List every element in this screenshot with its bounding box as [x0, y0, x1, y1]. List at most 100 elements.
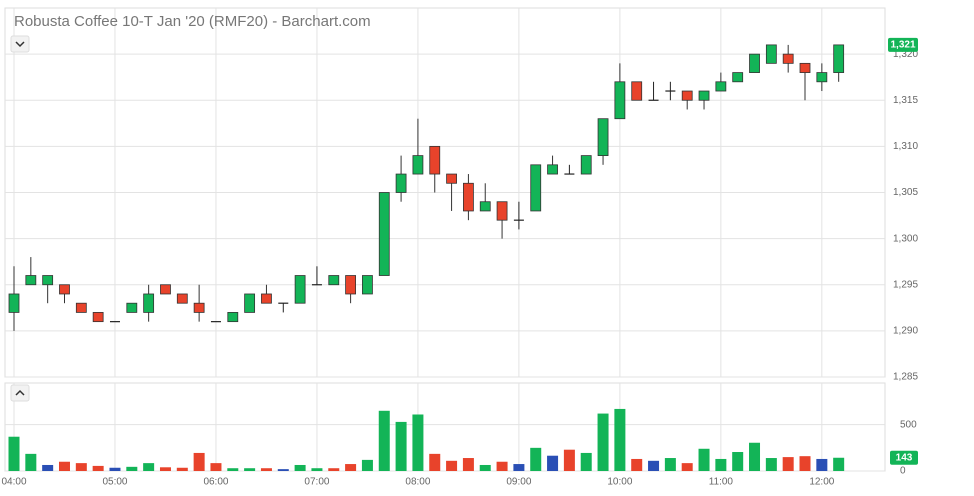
candle-body: [799, 62, 811, 73]
candle-body: [547, 164, 558, 175]
x-tick-label: 12:00: [809, 477, 834, 488]
candle-body: [378, 192, 390, 276]
y-tick-label: 1,285: [893, 372, 918, 383]
volume-bar: [159, 467, 171, 471]
y-tick-label: 1,320: [893, 49, 918, 60]
candle-body: [463, 182, 474, 212]
candle-body: [345, 275, 357, 295]
x-tick-label: 09:00: [506, 477, 531, 488]
x-tick-label: 04:00: [1, 477, 26, 488]
volume-bar: [648, 460, 660, 471]
volume-bar: [513, 464, 525, 471]
x-tick-label: 06:00: [203, 477, 228, 488]
volume-bar: [429, 453, 441, 471]
volume-bar: [816, 458, 828, 471]
candle-body: [59, 284, 70, 295]
volume-bar: [8, 436, 20, 471]
candle-body: [816, 72, 828, 83]
candle-body: [328, 275, 340, 286]
volume-bar: [345, 464, 357, 471]
volume-bar: [277, 469, 289, 471]
last-volume-badge: [890, 450, 918, 465]
candle-body: [530, 164, 542, 212]
volume-bar: [92, 465, 104, 471]
y-tick-label: 1,295: [893, 279, 918, 290]
volume-bar: [496, 461, 508, 471]
volume-bar: [715, 458, 727, 471]
volume-bar: [446, 460, 458, 471]
candle-body: [193, 302, 205, 313]
volume-bar: [749, 442, 761, 471]
volume-bar: [58, 461, 70, 471]
volume-bar: [631, 458, 643, 471]
volume-bar: [75, 463, 87, 471]
volume-bar: [109, 467, 121, 471]
last-volume-label: 143: [896, 452, 913, 463]
candle-body: [143, 293, 155, 313]
volume-bar: [412, 414, 424, 471]
collapse-button[interactable]: [10, 35, 30, 53]
volume-tick-label: 0: [900, 466, 906, 477]
volume-bar: [547, 455, 559, 471]
volume-bar: [227, 468, 239, 471]
volume-bar: [25, 453, 37, 471]
volume-bar: [782, 457, 794, 471]
volume-bar: [530, 447, 542, 471]
x-tick-label: 07:00: [304, 477, 329, 488]
candle-body: [294, 275, 306, 304]
candle-body: [75, 302, 87, 313]
volume-bar: [563, 449, 575, 471]
volume-bar: [664, 458, 676, 471]
volume-bar: [176, 467, 188, 471]
volume-tick-label: 500: [900, 419, 917, 430]
volume-bar: [193, 452, 205, 471]
candle-body: [833, 44, 845, 73]
volume-bar: [361, 459, 373, 471]
candle-body: [765, 44, 777, 64]
candle-body: [261, 293, 272, 304]
volume-bar: [311, 468, 323, 471]
volume-bar: [328, 468, 340, 471]
volume-bar: [597, 413, 609, 471]
volume-bar: [479, 464, 491, 471]
candle-body: [160, 284, 171, 295]
volume-bar: [732, 452, 744, 471]
x-tick-label: 05:00: [102, 477, 127, 488]
candle-body: [681, 90, 693, 101]
candle-body: [732, 72, 744, 83]
volume-bar: [244, 468, 256, 471]
candle-body: [614, 81, 626, 120]
volume-bar: [143, 463, 155, 471]
volume-bar: [614, 408, 626, 471]
candle-body: [749, 53, 760, 73]
volume-bar: [462, 458, 474, 471]
x-tick-label: 10:00: [607, 477, 632, 488]
candle-body: [715, 81, 727, 92]
volume-bar: [294, 464, 306, 471]
y-tick-label: 1,300: [893, 233, 918, 244]
volume-bar: [210, 463, 222, 471]
candle-body: [8, 293, 20, 313]
chart-title: Robusta Coffee 10-T Jan '20 (RMF20) - Ba…: [14, 13, 371, 30]
candle-body: [479, 201, 491, 212]
volume-bar: [681, 463, 693, 471]
candle-body: [227, 312, 239, 323]
candle-body: [92, 312, 104, 323]
volume-bar: [580, 452, 592, 471]
volume-bar: [126, 466, 138, 471]
candle-body: [25, 275, 37, 286]
y-tick-label: 1,315: [893, 95, 918, 106]
volume-bar: [42, 464, 54, 471]
candle-body: [580, 155, 592, 175]
last-price-label: 1,321: [890, 40, 915, 51]
candle-body: [446, 173, 457, 184]
candle-body: [395, 173, 407, 193]
y-tick-label: 1,310: [893, 141, 918, 152]
x-tick-label: 11:00: [709, 477, 734, 488]
volume-collapse-button[interactable]: [10, 384, 30, 402]
volume-bar: [833, 457, 845, 471]
candle-body: [782, 53, 794, 64]
candle-body: [412, 155, 424, 175]
volume-bar: [378, 410, 390, 471]
